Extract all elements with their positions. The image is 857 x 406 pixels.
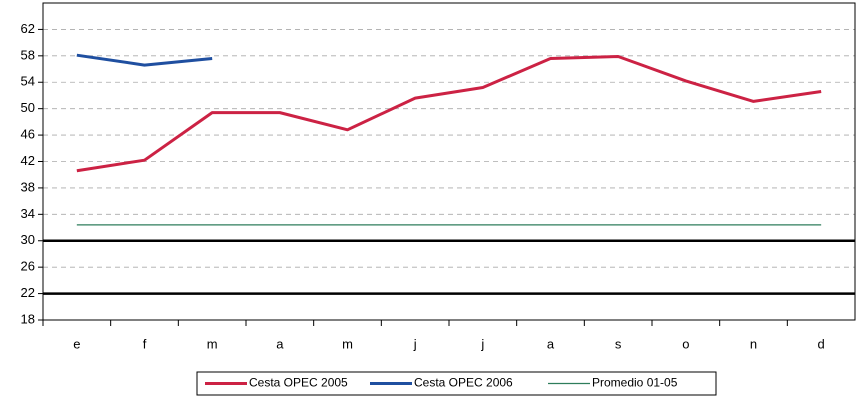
y-tick-label: 26 bbox=[21, 259, 35, 274]
x-tick-label: o bbox=[682, 336, 689, 351]
y-tick-label: 34 bbox=[21, 206, 35, 221]
legend-label: Cesta OPEC 2006 bbox=[414, 376, 513, 390]
x-tick-label: a bbox=[547, 336, 555, 351]
y-tick-label: 62 bbox=[21, 21, 35, 36]
y-tick-label: 58 bbox=[21, 47, 35, 62]
legend-box bbox=[196, 371, 717, 396]
legend-label: Cesta OPEC 2005 bbox=[249, 376, 348, 390]
series-line bbox=[76, 54, 822, 173]
x-tick-label: j bbox=[480, 336, 484, 351]
y-tick-label: 46 bbox=[21, 127, 35, 142]
y-tick-label: 22 bbox=[21, 285, 35, 300]
x-tick-label: m bbox=[342, 336, 353, 351]
legend-label: Promedio 01-05 bbox=[592, 376, 678, 390]
series-line bbox=[76, 53, 213, 67]
x-tick-label: j bbox=[413, 336, 417, 351]
y-tick-label: 42 bbox=[21, 153, 35, 168]
y-tick-label: 54 bbox=[21, 74, 35, 89]
x-tick-label: a bbox=[276, 336, 284, 351]
x-tick-label: e bbox=[73, 336, 80, 351]
x-tick-label: f bbox=[143, 336, 147, 351]
y-tick-label: 18 bbox=[21, 311, 35, 326]
x-tick-label: s bbox=[615, 336, 622, 351]
x-tick-label: d bbox=[818, 336, 825, 351]
y-tick-label: 38 bbox=[21, 179, 35, 194]
y-tick-label: 30 bbox=[21, 232, 35, 247]
y-tick-label: 50 bbox=[21, 100, 35, 115]
x-tick-label: n bbox=[750, 336, 757, 351]
x-tick-label: m bbox=[207, 336, 218, 351]
